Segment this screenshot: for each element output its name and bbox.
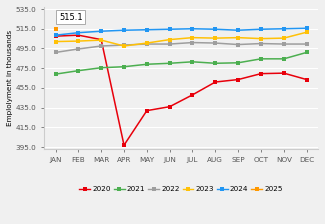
2024: [168, 28, 172, 31]
2022: [190, 41, 194, 44]
Line: 2022: 2022: [54, 41, 308, 54]
2021: [76, 69, 80, 72]
2023: [214, 37, 217, 39]
2024: [122, 29, 126, 32]
2024: [259, 28, 263, 31]
2021: [282, 58, 286, 60]
2021: [54, 73, 58, 75]
2022: [145, 43, 149, 45]
2022: [236, 43, 240, 46]
Line: 2021: 2021: [54, 51, 308, 76]
2024: [190, 27, 194, 30]
2023: [282, 37, 286, 39]
2022: [305, 43, 309, 45]
2023: [305, 31, 309, 34]
2023: [259, 37, 263, 40]
2023: [54, 40, 58, 43]
2024: [236, 29, 240, 32]
2021: [122, 65, 126, 68]
2020: [259, 72, 263, 75]
Text: 515.1: 515.1: [59, 13, 83, 22]
Line: 2025: 2025: [54, 27, 57, 30]
Y-axis label: Emplolyment in thousands: Emplolyment in thousands: [7, 30, 13, 126]
Line: 2023: 2023: [54, 31, 308, 47]
2022: [259, 42, 263, 45]
Line: 2020: 2020: [54, 34, 308, 147]
2022: [168, 43, 172, 45]
2020: [99, 38, 103, 41]
Line: 2024: 2024: [54, 27, 308, 37]
2020: [214, 81, 217, 83]
2023: [99, 39, 103, 41]
2024: [54, 34, 58, 37]
2024: [99, 30, 103, 32]
2020: [190, 93, 194, 96]
2023: [168, 38, 172, 41]
2020: [236, 78, 240, 81]
2020: [122, 144, 126, 146]
2021: [259, 58, 263, 60]
2022: [122, 44, 126, 46]
2021: [236, 61, 240, 64]
2022: [282, 43, 286, 45]
2020: [76, 34, 80, 37]
2021: [145, 63, 149, 66]
2021: [190, 60, 194, 63]
2023: [122, 45, 126, 47]
Legend: 2020, 2021, 2022, 2023, 2024, 2025: 2020, 2021, 2022, 2023, 2024, 2025: [76, 183, 286, 195]
2020: [282, 72, 286, 75]
2021: [305, 51, 309, 54]
2024: [76, 31, 80, 34]
2023: [236, 36, 240, 39]
2020: [54, 35, 58, 37]
2020: [305, 78, 309, 81]
2020: [168, 105, 172, 108]
2025: [54, 27, 58, 30]
2021: [214, 62, 217, 65]
2021: [99, 66, 103, 69]
2021: [168, 62, 172, 65]
2022: [54, 51, 58, 54]
2022: [214, 42, 217, 44]
2023: [76, 40, 80, 42]
2024: [214, 28, 217, 31]
2024: [305, 27, 309, 30]
2022: [76, 48, 80, 50]
2022: [99, 45, 103, 47]
2020: [145, 109, 149, 112]
2024: [145, 28, 149, 31]
2024: [282, 27, 286, 30]
2023: [190, 36, 194, 39]
2023: [145, 42, 149, 44]
